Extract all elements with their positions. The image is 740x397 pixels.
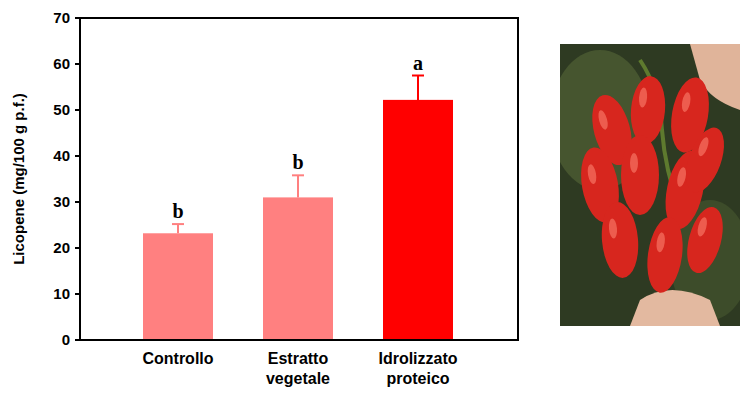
plot-frame (80, 18, 518, 340)
photo-tomato (678, 123, 731, 198)
y-tick-label: 70 (53, 9, 70, 26)
error-stem (177, 224, 179, 233)
y-tick-label: 50 (53, 101, 70, 118)
x-tick-label: Controllo (142, 350, 213, 367)
x-tick-label-line: Controllo (142, 350, 213, 367)
photo-highlight (696, 136, 710, 158)
photo-tomato (621, 135, 659, 215)
x-tick-label: Idrolizzato proteico (378, 350, 457, 387)
photo-highlight (676, 166, 688, 187)
bar (383, 100, 453, 340)
significance-letter: a (413, 52, 423, 74)
y-tick-label: 0 (62, 331, 70, 348)
chart-root: 0 10 20 30 40 50 60 70 Licopene (mg/100 g p.f.) C… (0, 0, 740, 397)
photo-tomato (681, 203, 730, 277)
x-tick-label: Estratto vegetale (266, 350, 330, 387)
x-tick-label-line: proteico (386, 370, 449, 387)
y-tick (75, 247, 80, 249)
photo-highlight (638, 87, 648, 108)
error-stem (417, 76, 419, 100)
error-bar (412, 76, 424, 100)
y-tick (75, 109, 80, 111)
photo-highlight (680, 92, 691, 113)
y-tick-label: 40 (53, 147, 70, 164)
photo-highlight (696, 216, 709, 237)
photo-highlight (608, 218, 618, 239)
tomato-photo (550, 44, 740, 326)
bar (143, 233, 213, 340)
y-tick (75, 201, 80, 203)
photo-highlight (655, 232, 666, 253)
error-stem (297, 175, 299, 197)
error-cap (172, 223, 184, 225)
photo-tomato (599, 201, 641, 280)
y-tick (75, 17, 80, 19)
significance-letter: b (292, 151, 303, 173)
y-tick (75, 155, 80, 157)
error-cap (292, 174, 304, 176)
y-axis-label: Licopene (mg/100 g p.f.) (10, 93, 27, 265)
chart-svg: 0 10 20 30 40 50 60 70 Licopene (mg/100 g p.f.) C… (0, 0, 740, 397)
y-tick (75, 293, 80, 295)
photo-highlight (586, 164, 597, 185)
x-tick-label-line: Idrolizzato (378, 350, 457, 367)
photo-highlight (597, 109, 610, 130)
y-tick-label: 30 (53, 193, 70, 210)
x-tick-label-line: vegetale (266, 370, 330, 387)
x-tick-label-line: Estratto (268, 350, 329, 367)
significance-letter: b (172, 200, 183, 222)
y-tick-label: 10 (53, 285, 70, 302)
photo-tomato (643, 215, 687, 295)
y-tick (75, 339, 80, 341)
bar (263, 197, 333, 340)
error-bar (172, 224, 184, 233)
error-cap (412, 75, 424, 77)
photo-tomato (628, 75, 668, 146)
photo-content (560, 44, 740, 326)
y-tick-label: 20 (53, 239, 70, 256)
bars (143, 76, 453, 341)
photo-hand (630, 290, 720, 326)
photo-highlight (630, 153, 638, 173)
y-tick-label: 60 (53, 55, 70, 72)
error-bar (292, 175, 304, 197)
y-tick (75, 63, 80, 65)
